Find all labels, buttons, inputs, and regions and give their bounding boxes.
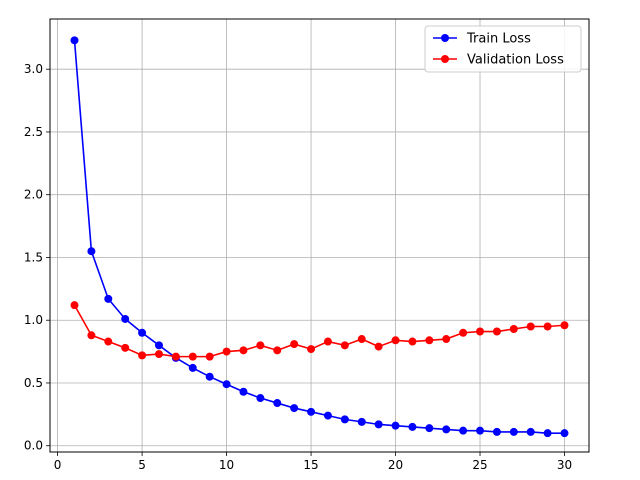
legend-label-train-loss: Train Loss — [466, 32, 531, 47]
data-point-train-loss — [273, 399, 282, 408]
legend-box — [424, 25, 582, 73]
data-point-train-loss — [121, 314, 130, 323]
axis-ticks: 0 5 10 15 20 25 30 0.0 0.5 1.0 1.5 2.0 2.5 3.0 — [24, 62, 572, 472]
data-point-validation-loss — [154, 350, 163, 359]
x-tick-label: 25 — [472, 458, 487, 472]
legend-marker-validation-loss — [441, 55, 449, 63]
x-tick-label: 15 — [303, 458, 318, 472]
y-tick-label: 2.5 — [24, 125, 43, 139]
data-point-train-loss — [239, 387, 248, 396]
data-point-train-loss — [408, 422, 417, 431]
x-tick-label: 10 — [219, 458, 234, 472]
data-point-validation-loss — [374, 342, 383, 351]
series-lines — [70, 36, 569, 438]
x-tick-label: 0 — [54, 458, 62, 472]
data-point-train-loss — [205, 372, 214, 381]
grid-lines — [50, 19, 589, 452]
y-tick-label: 1.5 — [24, 250, 43, 264]
data-point-validation-loss — [188, 352, 197, 361]
data-point-train-loss — [290, 404, 299, 413]
series-train-loss — [70, 36, 569, 438]
data-point-train-loss — [87, 247, 96, 256]
data-point-validation-loss — [492, 327, 501, 336]
data-point-validation-loss — [273, 346, 282, 355]
y-tick-label: 0.5 — [24, 376, 43, 390]
data-point-validation-loss — [171, 352, 180, 361]
y-tick-label: 1.0 — [24, 313, 43, 327]
data-point-validation-loss — [307, 345, 316, 354]
x-tick-label: 5 — [138, 458, 146, 472]
data-point-validation-loss — [425, 336, 434, 345]
legend: Train Loss Validation Loss — [424, 25, 582, 73]
data-point-validation-loss — [222, 347, 231, 356]
data-point-validation-loss — [290, 340, 299, 349]
data-point-validation-loss — [323, 337, 332, 346]
data-point-train-loss — [374, 420, 383, 429]
data-point-train-loss — [459, 426, 468, 435]
data-point-train-loss — [70, 36, 79, 45]
data-point-train-loss — [104, 294, 113, 303]
data-point-train-loss — [425, 424, 434, 433]
data-point-validation-loss — [526, 322, 535, 331]
data-point-validation-loss — [476, 327, 485, 336]
data-point-validation-loss — [87, 331, 96, 340]
legend-item-train-loss: Train Loss — [433, 32, 531, 47]
x-tick-label: 20 — [388, 458, 403, 472]
legend-item-validation-loss: Validation Loss — [433, 53, 564, 68]
data-point-train-loss — [340, 415, 349, 424]
data-point-train-loss — [476, 426, 485, 435]
data-point-train-loss — [543, 429, 552, 438]
y-tick-label: 2.0 — [24, 188, 43, 202]
data-point-train-loss — [154, 341, 163, 350]
data-point-validation-loss — [459, 328, 468, 337]
data-point-train-loss — [307, 407, 316, 416]
plot-area-frame — [49, 18, 590, 453]
data-point-train-loss — [357, 417, 366, 426]
data-point-train-loss — [509, 427, 518, 436]
y-tick-label: 0.0 — [24, 439, 43, 453]
y-tick-label: 3.0 — [24, 62, 43, 76]
data-point-train-loss — [222, 380, 231, 389]
data-point-train-loss — [526, 427, 535, 436]
data-point-validation-loss — [205, 352, 214, 361]
data-point-validation-loss — [256, 341, 265, 350]
legend-marker-train-loss — [441, 34, 449, 42]
data-point-validation-loss — [408, 337, 417, 346]
data-point-train-loss — [442, 425, 451, 434]
data-point-validation-loss — [138, 351, 147, 360]
data-point-train-loss — [492, 427, 501, 436]
data-point-train-loss — [256, 394, 265, 403]
data-point-validation-loss — [104, 337, 113, 346]
data-point-train-loss — [188, 363, 197, 372]
legend-label-validation-loss: Validation Loss — [467, 53, 564, 68]
data-point-train-loss — [138, 328, 147, 337]
data-point-validation-loss — [509, 325, 518, 334]
data-point-validation-loss — [340, 341, 349, 350]
data-point-train-loss — [391, 421, 400, 430]
data-point-validation-loss — [391, 336, 400, 345]
data-point-validation-loss — [543, 322, 552, 331]
data-point-validation-loss — [121, 343, 130, 352]
data-point-train-loss — [560, 429, 569, 438]
x-tick-label: 30 — [557, 458, 572, 472]
series-validation-loss — [70, 301, 569, 361]
data-point-train-loss — [323, 411, 332, 420]
data-point-validation-loss — [357, 335, 366, 344]
data-point-validation-loss — [442, 335, 451, 344]
data-point-validation-loss — [560, 321, 569, 330]
data-point-validation-loss — [239, 346, 248, 355]
data-point-validation-loss — [70, 301, 79, 310]
